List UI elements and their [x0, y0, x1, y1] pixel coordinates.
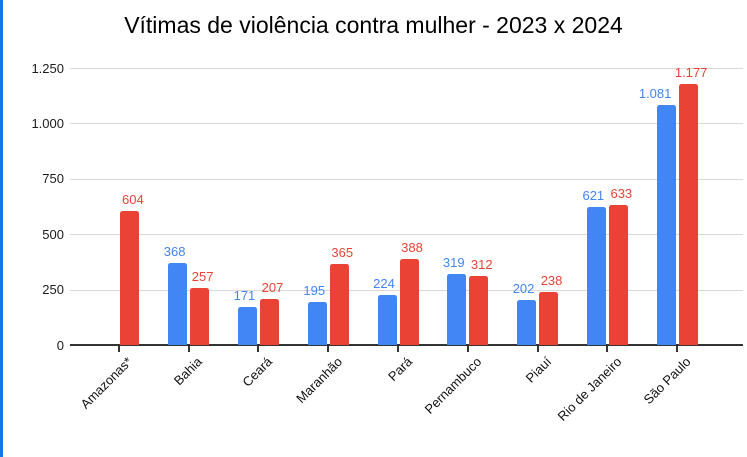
- y-tick-label: 250: [42, 282, 64, 298]
- x-category-label: Maranhão: [292, 354, 345, 407]
- bar-value-label: 621: [582, 188, 605, 204]
- bar-2024-amazonas[interactable]: [120, 211, 140, 345]
- bar-value-label: 238: [540, 273, 563, 289]
- bar-value-label: 224: [373, 276, 395, 292]
- bar-value-label: 202: [512, 281, 535, 297]
- x-category-label: Bahia: [171, 354, 206, 389]
- axis-tick: [117, 346, 120, 352]
- gridline-500: [70, 234, 743, 236]
- x-category-label: Pernambuco: [421, 354, 485, 417]
- bar-2023-bahia[interactable]: [168, 263, 188, 345]
- x-category-label: Piauí: [522, 354, 555, 386]
- bar-value-label: 1.177: [674, 65, 708, 81]
- y-tick-label: 0: [56, 337, 64, 353]
- axis-tick: [397, 346, 399, 352]
- bar-value-label: 207: [261, 280, 284, 296]
- bar-value-label: 633: [610, 185, 633, 201]
- y-tick-label: 1.250: [31, 60, 64, 76]
- bar-value-label: 312: [470, 256, 493, 272]
- bar-2024-ceará[interactable]: [259, 299, 279, 345]
- x-category-label: São Paulo: [640, 354, 694, 408]
- bar-2023-ceará[interactable]: [237, 307, 257, 345]
- selection-accent-border: [0, 0, 3, 457]
- plot-area: 604 368 257 171 207 195 365 224 388 319 312 202 238 6…: [70, 65, 743, 352]
- bar-value-label: 257: [191, 269, 214, 285]
- bar-value-label: 368: [163, 244, 186, 260]
- axis-tick: [187, 346, 190, 352]
- x-category-label: Ceará: [239, 354, 276, 390]
- bar-2023-pará[interactable]: [377, 295, 397, 345]
- x-category-label: Rio de Janeiro: [554, 354, 624, 424]
- bar-value-label: 1.081: [638, 86, 672, 102]
- chart-title: Vítimas de violência contra mulher - 202…: [124, 12, 623, 38]
- bar-2024-bahia[interactable]: [190, 288, 210, 345]
- bar-2024-rio-de-janeiro[interactable]: [608, 204, 628, 345]
- bar-2024-maranhão[interactable]: [329, 264, 349, 345]
- bar-value-label: 604: [122, 192, 144, 208]
- gridline-1.000: [70, 123, 743, 125]
- axis-tick: [606, 346, 609, 352]
- gridline-750: [70, 178, 743, 180]
- bar-2023-maranhão[interactable]: [307, 301, 327, 345]
- bar-value-label: 195: [303, 282, 326, 298]
- bar-2023-rio-de-janeiro[interactable]: [586, 207, 606, 345]
- x-category-label: Amazonas*: [77, 354, 136, 412]
- axis-tick: [257, 346, 260, 352]
- x-axis-line: [70, 344, 743, 346]
- bar-2024-são-paulo[interactable]: [678, 84, 698, 345]
- bar-2023-pernambuco[interactable]: [447, 274, 467, 345]
- axis-tick: [676, 346, 679, 352]
- bar-2024-pará[interactable]: [399, 259, 419, 345]
- y-tick-label: 1.000: [31, 115, 64, 131]
- axis-tick: [327, 346, 330, 352]
- x-axis-labels: Amazonas* Bahia Ceará Maranhão Pará Pernambuc…: [70, 354, 743, 454]
- y-tick-label: 500: [42, 226, 64, 242]
- bar-2023-piauí[interactable]: [517, 300, 537, 345]
- bar-value-label: 319: [442, 255, 465, 271]
- axis-tick: [536, 346, 539, 352]
- x-category-label: Pará: [384, 354, 415, 385]
- bar-2024-pernambuco[interactable]: [469, 275, 489, 345]
- bar-2023-são-paulo[interactable]: [656, 105, 676, 345]
- bar-value-label: 171: [233, 288, 256, 304]
- axis-tick: [466, 346, 469, 352]
- gridline-1.250: [70, 68, 743, 69]
- y-tick-label: 750: [42, 171, 64, 187]
- bar-value-label: 388: [401, 240, 423, 256]
- bar-2024-piauí[interactable]: [539, 292, 559, 345]
- bar-value-label: 365: [331, 245, 354, 261]
